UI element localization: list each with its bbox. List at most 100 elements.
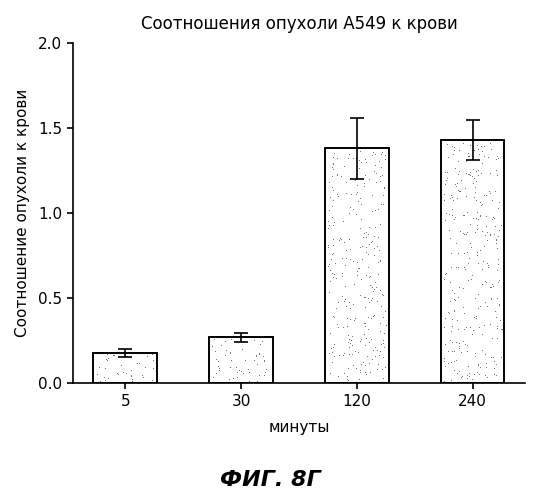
Point xyxy=(372,178,380,186)
Point xyxy=(253,360,261,368)
Point xyxy=(374,258,383,266)
Point xyxy=(455,344,463,352)
Point xyxy=(481,231,489,239)
Point xyxy=(343,338,352,346)
Point xyxy=(360,229,369,237)
Point xyxy=(350,316,359,324)
Point xyxy=(453,248,462,256)
Point xyxy=(497,353,505,361)
Point xyxy=(375,158,383,166)
Bar xyxy=(325,148,389,384)
Point xyxy=(347,336,355,344)
Point xyxy=(493,256,502,264)
Point xyxy=(462,323,470,331)
Point xyxy=(448,348,457,356)
Point xyxy=(471,352,480,360)
Point xyxy=(362,233,371,241)
Point xyxy=(457,176,465,184)
Point xyxy=(454,170,462,177)
Point xyxy=(232,373,241,381)
Point xyxy=(357,255,366,263)
Point xyxy=(356,360,365,368)
Point xyxy=(442,176,450,184)
Point xyxy=(375,351,383,359)
Point xyxy=(366,368,374,376)
Point xyxy=(474,144,482,152)
Point xyxy=(468,214,477,222)
Point xyxy=(454,187,463,195)
Point xyxy=(337,235,346,243)
Point xyxy=(221,337,230,345)
Point xyxy=(446,336,454,344)
Point xyxy=(371,206,380,214)
Point xyxy=(355,366,364,374)
Point xyxy=(233,368,241,376)
Point xyxy=(474,258,482,266)
Point xyxy=(326,344,335,352)
Point xyxy=(340,296,349,304)
Point xyxy=(329,152,338,160)
Point xyxy=(381,322,390,330)
Point xyxy=(495,300,503,308)
Point xyxy=(134,358,143,366)
Point xyxy=(328,163,336,171)
Point xyxy=(485,188,494,196)
Point xyxy=(490,370,499,378)
Point xyxy=(102,350,111,358)
Point xyxy=(362,228,370,236)
Point xyxy=(480,321,488,329)
Point xyxy=(465,170,474,178)
Point xyxy=(325,221,333,229)
Bar xyxy=(441,140,504,384)
Point xyxy=(226,348,235,356)
Point xyxy=(457,372,466,380)
Point xyxy=(490,307,499,315)
Point xyxy=(343,376,352,384)
Point xyxy=(482,236,491,244)
Point xyxy=(327,213,336,221)
Bar xyxy=(209,338,273,384)
Point xyxy=(333,154,341,162)
Point xyxy=(214,362,222,370)
Point xyxy=(380,306,389,314)
Point xyxy=(472,314,481,322)
Point xyxy=(326,266,334,274)
Point xyxy=(357,158,366,166)
Point xyxy=(239,369,248,377)
Point xyxy=(367,206,376,214)
Point xyxy=(324,224,333,232)
Point xyxy=(448,204,456,212)
Point xyxy=(491,236,500,244)
Point xyxy=(218,378,227,386)
Point xyxy=(445,226,454,234)
Point xyxy=(447,263,455,271)
Point xyxy=(127,375,136,383)
Point xyxy=(357,335,366,343)
Point xyxy=(379,200,388,208)
Point xyxy=(369,312,377,320)
Bar xyxy=(325,148,389,384)
Point xyxy=(324,262,333,270)
Point xyxy=(329,273,338,281)
Point xyxy=(476,212,485,220)
Point xyxy=(456,187,464,195)
Point xyxy=(359,232,367,240)
Point xyxy=(474,304,483,312)
Point xyxy=(345,298,353,306)
Point xyxy=(370,285,379,293)
Point xyxy=(326,277,334,285)
Point xyxy=(370,232,379,239)
Point xyxy=(325,348,333,356)
Point xyxy=(339,216,347,224)
Point xyxy=(467,242,475,250)
Point xyxy=(352,210,361,218)
Point xyxy=(478,148,487,156)
Point xyxy=(370,352,379,360)
Point xyxy=(127,372,136,380)
Point xyxy=(454,263,462,271)
Point xyxy=(109,352,117,360)
Point xyxy=(460,324,468,332)
Point xyxy=(460,211,469,219)
Point xyxy=(480,152,489,160)
Point xyxy=(379,336,387,344)
